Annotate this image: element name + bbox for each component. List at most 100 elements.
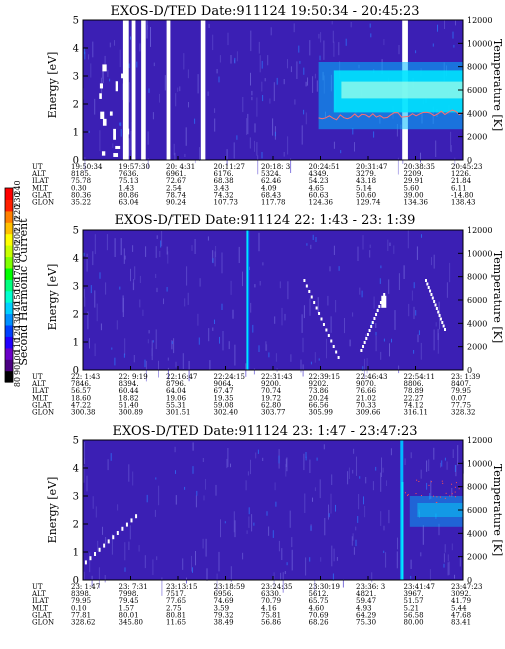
orbit-value: 4.93 — [356, 604, 372, 612]
noise-streak — [333, 41, 335, 57]
noise-streak — [352, 312, 354, 317]
noise-streak — [369, 250, 371, 258]
saturated-track — [84, 560, 87, 565]
noise-speck — [175, 470, 176, 474]
y-tick-label: 0 — [73, 576, 79, 587]
colorbar-tick-label: 170 — [13, 265, 22, 280]
y-tick-label: 3 — [73, 282, 79, 293]
orbit-value: 5612. — [309, 590, 329, 598]
noise-speck — [214, 319, 215, 324]
noise-streak — [250, 72, 251, 86]
noise-streak — [359, 287, 361, 295]
orbit-row-label: UT — [32, 373, 43, 381]
noise-streak — [250, 30, 252, 52]
colorbar-tick-label: 180 — [13, 253, 22, 268]
noise-streak — [284, 313, 286, 321]
noise-streak — [267, 55, 269, 66]
noise-streak — [96, 303, 98, 322]
noise-streak — [420, 469, 422, 479]
noise-streak — [86, 253, 88, 272]
noise-streak — [83, 465, 85, 483]
noise-streak — [446, 282, 448, 298]
noise-streak — [147, 25, 149, 30]
noise-streak — [94, 343, 96, 357]
noise-streak — [188, 102, 189, 108]
noise-streak — [220, 519, 221, 538]
noise-streak — [310, 244, 312, 249]
orbit-value: 305.99 — [309, 409, 334, 417]
noise-streak — [302, 337, 304, 353]
orbit-value: 80.81 — [166, 611, 186, 619]
noise-streak — [202, 538, 204, 549]
panel-1-ylabel: Energy [eV] — [46, 52, 59, 119]
noise-streak — [459, 556, 461, 567]
noise-speck — [119, 286, 121, 290]
noise-streak — [305, 81, 307, 87]
noise-streak — [105, 282, 107, 295]
noise-streak — [232, 309, 234, 319]
noise-speck — [192, 567, 193, 573]
noise-streak — [222, 331, 224, 351]
noise-streak — [404, 458, 406, 465]
orbit-value: 19:57:30 — [119, 163, 150, 171]
noise-speck — [219, 336, 220, 344]
noise-streak — [289, 510, 291, 528]
noise-streak — [437, 333, 439, 354]
saturated-blob — [121, 73, 124, 79]
orbit-value: 64.29 — [356, 611, 376, 619]
noise-speck — [109, 78, 111, 82]
colorbar-swatch — [5, 290, 13, 303]
noise-streak — [216, 69, 218, 74]
noise-speck — [266, 511, 268, 516]
orbit-value: 0.07 — [451, 394, 467, 402]
colorbar-swatch — [5, 199, 13, 212]
noise-speck — [421, 234, 422, 238]
noise-speck — [221, 303, 223, 310]
noise-speck — [332, 573, 334, 581]
temperature-dot — [404, 492, 406, 494]
noise-speck — [303, 67, 305, 75]
noise-speck — [114, 357, 116, 366]
noise-speck — [224, 521, 226, 524]
noise-streak — [156, 235, 158, 239]
noise-speck — [120, 129, 122, 137]
y-tick-label: 5 — [73, 16, 79, 27]
noise-streak — [99, 130, 101, 151]
saturated-track — [322, 323, 325, 326]
orbit-value: -14.80 — [451, 191, 473, 199]
noise-streak — [305, 557, 307, 576]
noise-streak — [451, 543, 453, 551]
saturated-track — [325, 328, 328, 332]
saturated-track — [135, 514, 138, 519]
noise-streak — [400, 124, 402, 140]
noise-streak — [268, 526, 270, 536]
noise-speck — [362, 366, 364, 372]
temperature-dot — [430, 481, 432, 483]
saturated-track — [335, 350, 338, 354]
y2-tick-label: 0 — [467, 156, 472, 165]
noise-streak — [130, 131, 132, 151]
saturated-blob — [102, 64, 107, 72]
orbit-value: 83.41 — [451, 619, 471, 627]
noise-streak — [230, 55, 232, 64]
noise-speck — [435, 513, 437, 519]
panel-2-heatmap — [82, 229, 464, 382]
noise-streak — [132, 245, 134, 252]
colorbar-swatch — [5, 222, 13, 235]
noise-streak — [242, 552, 244, 560]
noise-streak — [166, 246, 168, 255]
saturated-track — [368, 329, 371, 332]
noise-streak — [146, 20, 148, 39]
y2-tick-label: 12000 — [467, 226, 492, 235]
noise-speck — [318, 358, 320, 361]
orbit-value: 76.66 — [356, 387, 377, 395]
noise-streak — [251, 90, 253, 96]
noise-streak — [397, 157, 399, 175]
orbit-value: 5.44 — [451, 604, 467, 612]
y-tick-label: 2 — [73, 100, 79, 111]
saturated-track — [425, 279, 427, 282]
noise-streak — [393, 245, 395, 254]
saturated-track — [332, 345, 335, 348]
orbit-value: 309.66 — [356, 409, 381, 417]
noise-speck — [418, 330, 420, 335]
